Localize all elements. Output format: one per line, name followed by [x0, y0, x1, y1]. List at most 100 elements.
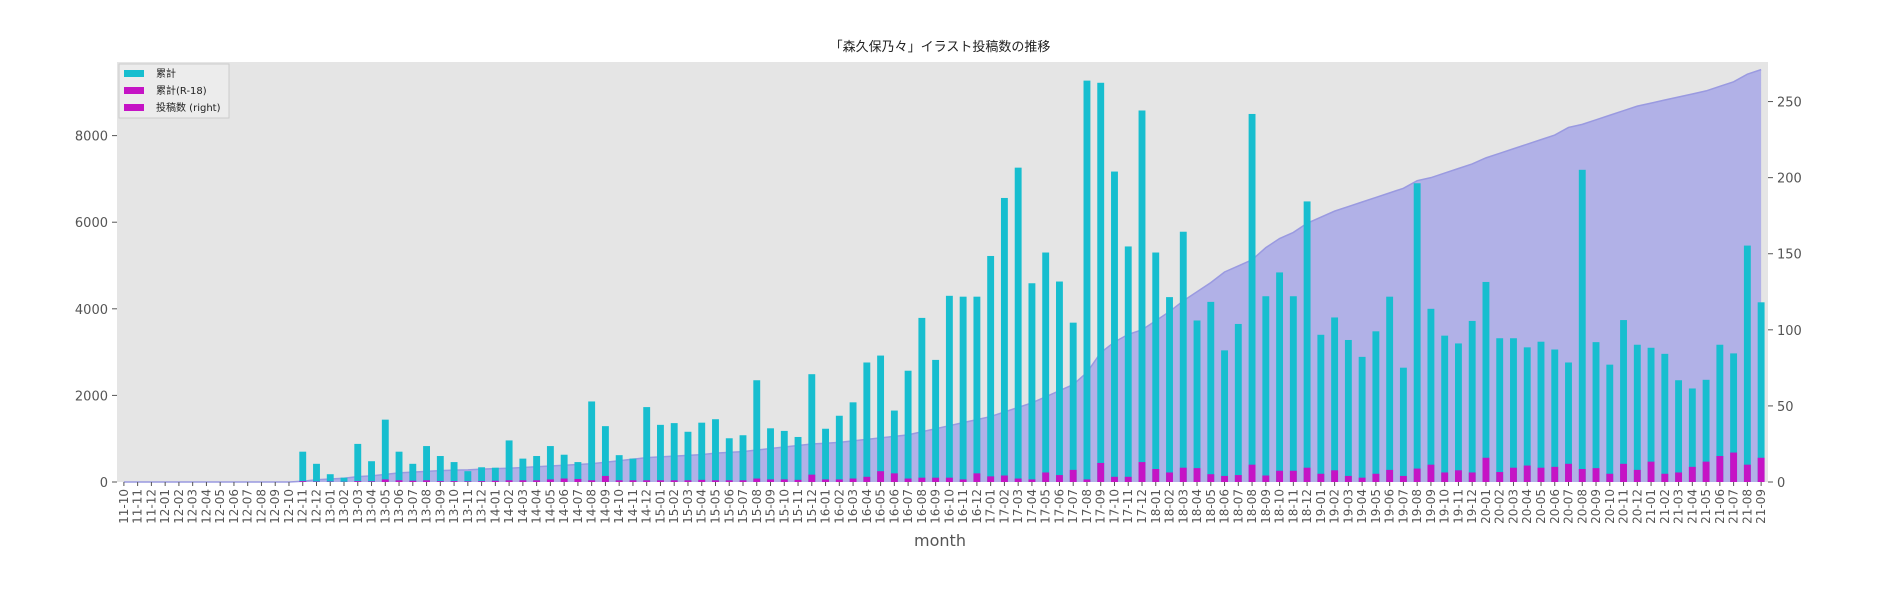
bar-cumulative	[849, 402, 857, 482]
bar-cumulative-r18	[1592, 468, 1600, 482]
x-tick-label: 18-04	[1190, 489, 1204, 524]
bar-cumulative-r18	[767, 479, 774, 482]
bar-cumulative	[450, 462, 458, 482]
bar-cumulative-r18	[381, 479, 389, 482]
bar-cumulative	[780, 430, 788, 482]
x-tick-label: 20-05	[1534, 489, 1548, 524]
bar-cumulative-r18	[464, 481, 472, 482]
bar-cumulative-r18	[863, 476, 871, 482]
bar-cumulative-r18	[1757, 457, 1765, 482]
bar-cumulative	[1523, 347, 1531, 482]
x-tick-label: 20-04	[1520, 489, 1534, 524]
x-tick-label: 13-09	[433, 489, 447, 524]
bar-cumulative-r18	[684, 480, 692, 482]
y2-tick-label: 100	[1777, 324, 1802, 339]
x-tick-label: 16-10	[942, 489, 956, 524]
bar-cumulative-r18	[450, 481, 458, 482]
x-tick-label: 18-12	[1300, 489, 1314, 524]
x-tick-label: 12-12	[310, 489, 324, 524]
bar-cumulative	[1482, 281, 1490, 482]
bar-cumulative	[519, 458, 527, 482]
bar-cumulative-r18	[601, 475, 609, 482]
x-tick-label: 12-05	[213, 489, 227, 524]
bar-cumulative-r18	[1482, 457, 1490, 482]
x-tick-label: 18-07	[1231, 489, 1245, 524]
bar-cumulative	[1702, 379, 1710, 482]
bar-cumulative-r18	[918, 477, 926, 482]
bar-cumulative-r18	[1427, 464, 1435, 482]
x-tick-label: 12-08	[254, 489, 268, 524]
x-tick-label: 18-01	[1149, 489, 1163, 524]
x-tick-label: 16-08	[915, 489, 929, 524]
bar-cumulative	[491, 467, 499, 482]
x-tick-label: 17-07	[1066, 489, 1080, 524]
x-tick-label: 20-01	[1479, 489, 1493, 524]
x-tick-label: 14-01	[488, 489, 502, 524]
x-tick-label: 21-05	[1699, 489, 1713, 524]
x-tick-label: 15-11	[791, 489, 805, 524]
bar-cumulative-r18	[1303, 467, 1311, 482]
legend-swatch-cumulative	[124, 70, 144, 77]
bar-cumulative-r18	[1248, 464, 1256, 482]
bar-cumulative-r18	[1111, 476, 1118, 482]
x-tick-label: 17-02	[997, 489, 1011, 524]
bar-cumulative-r18	[987, 476, 995, 482]
bar-cumulative	[1413, 183, 1421, 483]
bar-cumulative	[533, 456, 541, 482]
x-tick-label: 19-12	[1465, 489, 1479, 524]
bar-cumulative-r18	[1358, 477, 1366, 482]
bar-cumulative-r18	[1386, 469, 1394, 482]
bar-cumulative	[1248, 113, 1256, 483]
bar-cumulative	[808, 374, 816, 482]
bar-cumulative	[670, 423, 678, 482]
bar-cumulative	[904, 370, 912, 482]
x-tick-label: 19-06	[1383, 489, 1397, 524]
bar-cumulative-r18	[519, 480, 527, 482]
bar-cumulative	[1455, 343, 1462, 482]
bar-cumulative-r18	[1510, 467, 1517, 482]
bar-cumulative-r18	[1344, 475, 1352, 482]
legend-label-cumulative: 累計	[156, 67, 176, 80]
x-tick-label: 14-08	[585, 489, 599, 524]
x-tick-label: 18-09	[1259, 489, 1273, 524]
bar-cumulative-r18	[1069, 469, 1077, 482]
bar-cumulative	[1551, 349, 1559, 482]
bar-cumulative-r18	[423, 480, 430, 482]
x-tick-label: 21-06	[1713, 489, 1727, 524]
bar-cumulative	[546, 446, 554, 482]
bar-cumulative	[1661, 353, 1669, 482]
bar-cumulative-r18	[368, 481, 375, 482]
bar-cumulative	[1166, 297, 1173, 482]
y-tick-label: 4000	[75, 303, 108, 318]
x-tick-label: 17-12	[1135, 489, 1149, 524]
bar-cumulative	[1207, 301, 1215, 482]
bar-cumulative	[1633, 344, 1641, 482]
bar-cumulative	[574, 462, 582, 482]
x-tick-label: 14-07	[571, 489, 585, 524]
x-tick-label: 20-02	[1493, 489, 1507, 524]
bar-cumulative	[1056, 281, 1063, 482]
bar-cumulative-r18	[835, 479, 843, 482]
bar-cumulative	[560, 454, 568, 482]
bar-cumulative-r18	[560, 478, 568, 482]
bar-cumulative-r18	[904, 478, 912, 482]
x-tick-label: 12-06	[227, 489, 241, 524]
x-tick-label: 13-05	[378, 489, 392, 524]
x-tick-label: 21-09	[1754, 489, 1768, 524]
y-tick-label: 6000	[75, 216, 108, 231]
y2-tick-label: 150	[1777, 248, 1802, 263]
x-tick-label: 13-12	[475, 489, 489, 524]
x-tick-label: 11-10	[117, 489, 131, 524]
bar-cumulative-r18	[959, 479, 967, 482]
x-tick-label: 21-08	[1740, 489, 1754, 524]
x-tick-label: 17-01	[984, 489, 998, 524]
bar-cumulative	[299, 451, 307, 482]
y2-tick-label: 200	[1777, 172, 1802, 187]
bar-cumulative-r18	[1289, 470, 1297, 482]
bar-cumulative	[1496, 338, 1504, 482]
x-tick-label: 16-04	[860, 489, 874, 524]
x-tick-label: 21-03	[1672, 489, 1686, 524]
bar-cumulative-r18	[1620, 463, 1627, 482]
bar-cumulative-r18	[588, 480, 596, 482]
bar-cumulative-r18	[1042, 472, 1050, 482]
